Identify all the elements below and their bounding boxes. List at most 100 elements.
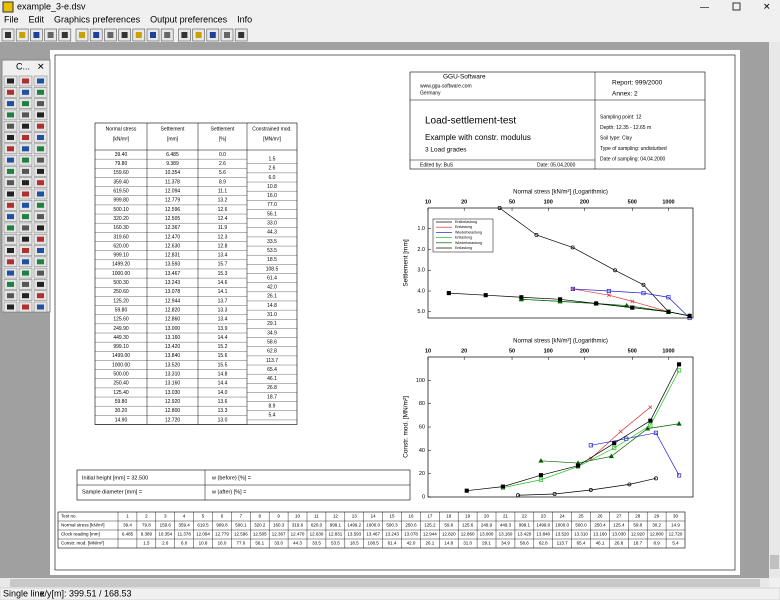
tool-icon [22,112,29,118]
table-cell: 500.00 [113,372,129,378]
summary-cell: 33.5 [312,541,321,546]
summary-cell: 250.6 [405,523,417,528]
x-tick-label: 200 [580,348,589,354]
point [516,493,520,498]
legend-label: Wiederbelastung [455,230,482,234]
menu-item[interactable]: File [4,14,19,24]
specimen-field: w (before) [%] = [211,475,251,481]
summary-cell: 13.310 [574,532,588,537]
table-cell: 61.4 [267,275,277,281]
column-header: Constrained mod. [252,126,291,132]
summary-cell: 125.6 [462,523,474,528]
tool-icon [7,123,14,129]
tool-icon [37,259,44,265]
tool-icon [37,202,44,208]
summary-cell: 18 [446,514,452,519]
summary-cell: 4 [183,514,186,519]
tool-icon [7,225,14,231]
table-cell: 1499.20 [112,262,130,268]
tool-icon [37,123,44,129]
toolbar-icon [79,32,85,38]
tool-icon [7,214,14,220]
summary-cell: 6.0 [181,541,188,546]
table-cell: 11.9 [218,225,228,231]
table-cell: 44.3 [267,230,277,236]
tool-icon [37,236,44,242]
point [648,423,653,428]
toolbox-close[interactable]: ✕ [37,61,45,71]
menu-item[interactable]: Info [237,14,252,24]
point [648,405,653,410]
table-cell: 12.630 [165,243,181,249]
summary-cell: 1499.2 [347,523,361,528]
summary-cell: 65.4 [577,541,586,546]
tool-icon [7,236,14,242]
summary-cell: 24 [560,514,566,519]
table-cell: 12.920 [165,399,181,405]
toolbar-icon [209,32,216,38]
table-cell: 13.310 [165,372,181,378]
table-cell: 159.60 [113,170,129,176]
tool-icon [22,168,29,174]
point [588,488,593,492]
table-cell: 42.0 [267,285,277,291]
summary-cell: 159.6 [160,523,172,528]
close[interactable]: ✕ [763,1,771,11]
summary-cell: 29.1 [482,541,491,546]
tool-icon [37,89,44,95]
summary-cell: 14.9 [671,523,680,528]
summary-cell: 359.4 [179,523,191,528]
summary-cell: 59.8 [444,523,453,528]
summary-cell: 13 [352,514,358,519]
table-cell: 0.0 [219,152,226,158]
v-scrollbar[interactable] [769,42,780,578]
toolbar-icon [19,32,26,38]
minimize[interactable]: — [700,1,709,11]
summary-cell: 13.840 [536,532,550,537]
summary-cell: 28 [635,514,641,519]
status-mode: Single line [3,588,45,598]
summary-cell: 29 [654,514,660,519]
point [608,453,614,459]
doc-title: Load-settlement-test [425,116,516,127]
menu-item[interactable]: Graphics preferences [54,14,141,24]
table-cell: 15.6 [218,353,228,359]
summary-cell: 12.779 [215,532,229,537]
menu-item[interactable]: Output preferences [150,14,228,24]
tool-icon [22,236,29,242]
sample-info: Sampling point: 12 [600,114,642,120]
table-cell: 13.4 [218,253,228,259]
table-cell: 13.078 [165,289,181,295]
menu-item[interactable]: Edit [29,14,45,24]
summary-cell: 500.3 [386,523,398,528]
summary-cell: 5.4 [672,541,679,546]
point [676,421,682,426]
x-tick-label: 10 [425,348,431,354]
v-thumb[interactable] [770,555,779,569]
tool-icon [7,157,14,163]
legend-label: Erstbelastung [455,220,477,224]
column-header: [mm] [167,136,179,142]
legend-label: Entlastung [455,236,472,240]
h-thumb[interactable] [10,579,760,587]
table-cell: 65.4 [267,367,277,373]
summary-cell: 11 [314,514,319,519]
summary-cell: 12 [333,514,339,519]
tool-icon [7,89,14,95]
maximize[interactable] [732,2,741,11]
summary-cell: 30.2 [652,523,661,528]
tool-icon [37,225,44,231]
summary-cell: 12.860 [461,532,475,537]
point [483,293,488,298]
summary-cell: 10.354 [158,532,172,537]
table-cell: 10.354 [165,170,181,176]
row-label: Constr. mod. [MN/m²] [61,541,104,546]
table-cell: 18.5 [267,257,277,263]
column-header: [kN/m²] [113,136,130,142]
table-cell: 6.0 [269,175,276,181]
column-header: [%] [219,136,227,142]
tool-icon [7,270,14,276]
table-cell: 359.40 [113,179,129,185]
summary-cell: 12.505 [253,532,267,537]
